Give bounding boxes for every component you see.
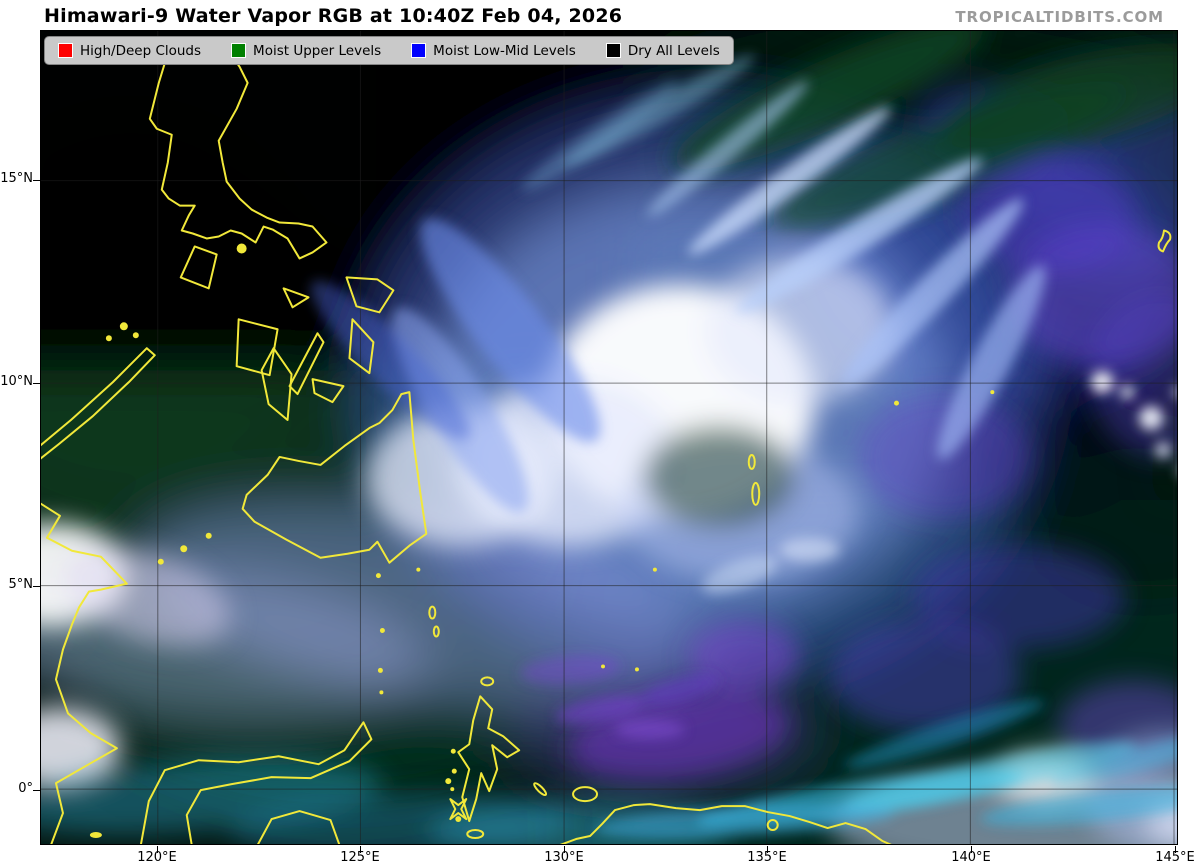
legend-swatch-moist-upper-levels	[231, 43, 247, 58]
coastline-morotai	[480, 676, 495, 687]
legend-swatch-moist-low-mid-levels	[411, 43, 427, 58]
lat-tick	[33, 790, 40, 791]
coastline-palau-north	[747, 453, 756, 470]
islets	[89, 243, 995, 839]
lon-tick-label: 135°E	[747, 850, 787, 865]
lon-tick-label: 125°E	[340, 850, 380, 865]
coastline-bohol	[311, 378, 345, 404]
coastline-masbate	[282, 287, 310, 309]
coastlines	[41, 39, 1172, 844]
coastline-mindoro	[179, 245, 218, 290]
lat-tick-label: 0°	[18, 781, 33, 796]
coastline-obi	[466, 829, 485, 840]
coastline-panay	[235, 318, 279, 377]
lon-tick	[360, 846, 361, 853]
coastline-negros	[260, 347, 293, 422]
lon-tick-label: 120°E	[137, 850, 177, 865]
cloud-layer-streaks	[310, 54, 1177, 839]
legend-swatch-dry-all-levels	[605, 43, 621, 58]
lon-tick	[564, 846, 565, 853]
coastline-sulawesi	[139, 721, 373, 844]
lat-tick	[33, 180, 40, 181]
coastline-guam	[1157, 229, 1172, 253]
legend-label: Dry All Levels	[627, 42, 720, 59]
lat-tick	[33, 586, 40, 587]
lon-tick	[767, 846, 768, 853]
satellite-map: High/Deep Clouds Moist Upper Levels Moist …	[40, 30, 1178, 845]
coastline-palau-south	[751, 481, 761, 506]
legend-label: High/Deep Clouds	[80, 42, 202, 59]
lon-tick-label: 130°E	[544, 850, 584, 865]
lat-tick	[33, 383, 40, 384]
legend-swatch-high-deep-clouds	[58, 43, 73, 58]
lon-tick	[971, 846, 972, 853]
coastline-talaud-2	[432, 625, 440, 638]
lon-tick-label: 145°E	[1155, 850, 1195, 865]
legend-item-moist-low-mid-levels: Moist Low-Mid Levels	[411, 43, 576, 59]
coastline-mindanao	[241, 391, 428, 564]
grid-lines	[41, 31, 1177, 844]
watermark: TROPICALTIDBITS.COM	[955, 8, 1164, 26]
legend-item-dry-all-levels: Dry All Levels	[605, 42, 720, 59]
coastline-leyte	[348, 318, 375, 375]
lon-tick-label: 140°E	[951, 850, 991, 865]
lat-tick-label: 10°N	[0, 374, 33, 389]
coastline-misool	[533, 782, 548, 797]
coastline-sulawesi-east-arm	[257, 810, 341, 844]
legend-label: Moist Low-Mid Levels	[433, 42, 576, 59]
coastline-biak	[766, 819, 779, 832]
lon-tick	[157, 846, 158, 853]
coastline-talaud-1	[428, 605, 437, 620]
lat-tick-label: 15°N	[0, 171, 33, 186]
legend-item-moist-upper-levels: Moist Upper Levels	[231, 43, 381, 59]
coastline-cebu	[288, 332, 325, 396]
map-image	[41, 31, 1177, 844]
page-title: Himawari-9 Water Vapor RGB at 10:40Z Feb…	[44, 5, 623, 27]
coastline-samar	[345, 276, 395, 314]
legend-label: Moist Upper Levels	[253, 42, 382, 59]
coastline-palawan	[41, 347, 156, 460]
coastline-new-guinea	[559, 803, 892, 844]
legend: High/Deep Clouds Moist Upper Levels Moist …	[44, 36, 734, 65]
coastline-borneo	[41, 502, 128, 844]
legend-item-high-deep-clouds: High/Deep Clouds	[58, 43, 201, 59]
coastline-waigeo	[572, 786, 599, 803]
coastline-halmahera	[457, 695, 521, 823]
coastline-bacan	[449, 798, 468, 821]
lon-tick	[1175, 846, 1176, 853]
lat-tick-label: 5°N	[8, 577, 34, 592]
